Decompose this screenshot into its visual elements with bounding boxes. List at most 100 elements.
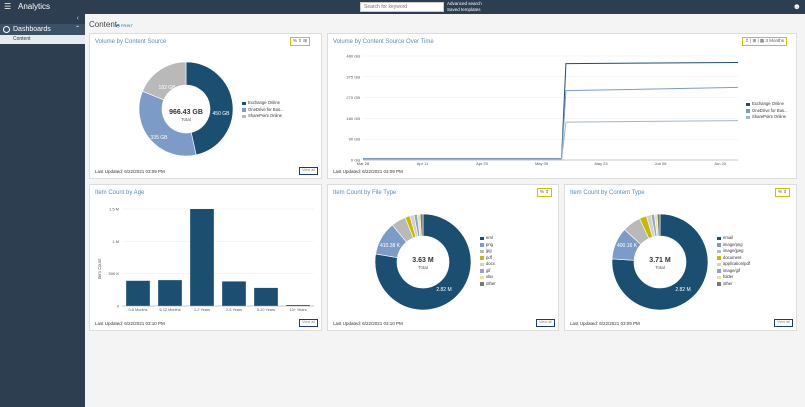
- legend-item[interactable]: gif: [480, 268, 496, 275]
- pie-total-value: 966.43 GB: [169, 109, 203, 116]
- legend-label: document: [723, 254, 742, 260]
- print-label: PRINT: [120, 23, 133, 28]
- legend-label: Exchange Online: [752, 101, 784, 106]
- last-updated: Last Updated: 6/22/2021 03:10 PM: [333, 321, 403, 326]
- chevron-up-icon: ⌃: [74, 26, 80, 32]
- legend-item[interactable]: xlsx: [480, 274, 496, 281]
- chart-tools[interactable]: % ⇕: [537, 188, 553, 197]
- x-tick-label: 1-2 Years: [194, 308, 210, 312]
- saved-templates-link[interactable]: Saved templates: [447, 7, 481, 12]
- chart-tools[interactable]: ⇕ | ⊞ | ▦ 3 Months: [742, 37, 787, 46]
- legend-swatch: [717, 249, 721, 253]
- legend-item[interactable]: image/png: [717, 242, 750, 249]
- legend-label: jpg: [486, 248, 492, 253]
- bar-5-10-years[interactable]: [254, 287, 278, 306]
- view-all-button[interactable]: View all: [536, 319, 555, 327]
- legend-swatch: [480, 249, 484, 253]
- pie-total-label: Total: [181, 117, 191, 122]
- view-all-button[interactable]: View all: [299, 167, 318, 175]
- x-tick-label: Mar 28: [357, 161, 370, 166]
- legend-item[interactable]: other: [480, 281, 496, 288]
- card-item-count-by-content-type: Item Count by Content Type % ⇕ 3.71 M To…: [564, 184, 797, 331]
- y-tick-label: 1.5 M: [109, 207, 119, 212]
- x-tick-label: May 23: [594, 161, 608, 166]
- legend-item[interactable]: jpg: [480, 248, 496, 255]
- header-links: Advanced search Saved templates: [447, 1, 482, 13]
- pie-slice-email[interactable]: [611, 213, 709, 311]
- view-all-button[interactable]: View all: [299, 319, 318, 327]
- bar-10-years[interactable]: [286, 305, 310, 306]
- legend-swatch: [480, 282, 484, 286]
- chart-tools[interactable]: % ⇕ ⊞: [290, 37, 311, 46]
- view-all-button[interactable]: View all: [774, 319, 793, 327]
- advanced-search-link[interactable]: Advanced search: [447, 1, 482, 6]
- legend-label: image/gif: [723, 267, 740, 273]
- legend-label: gif: [486, 267, 491, 273]
- legend-item[interactable]: OneDrive for Bus...: [242, 107, 284, 114]
- legend-label: pdf: [486, 254, 492, 260]
- search-input[interactable]: [360, 2, 444, 12]
- period-selector[interactable]: 3 Months: [765, 38, 784, 43]
- series-line-onedrive-for-bus-[interactable]: [363, 86, 739, 160]
- card-item-count-by-file-type: Item Count by File Type % ⇕ 3.63 M Total…: [327, 184, 559, 331]
- legend-item[interactable]: Exchange Online: [746, 101, 788, 108]
- legend-item[interactable]: image/gif: [717, 268, 750, 275]
- calendar-icon: ▦: [759, 38, 765, 43]
- bar-0-6-months[interactable]: [126, 280, 150, 306]
- legend-item[interactable]: OneDrive for Bus...: [746, 108, 788, 115]
- legend-item[interactable]: email: [717, 235, 750, 242]
- card-volume-by-source: Volume by Content Source % ⇕ ⊞ 966.43 GB…: [89, 33, 322, 179]
- sidebar-item-dashboards[interactable]: Dashboards ⌃: [0, 24, 85, 35]
- legend-item[interactable]: SharePoint Online: [242, 113, 284, 120]
- pie-slice-other[interactable]: [419, 213, 424, 237]
- user-icon[interactable]: ☻: [792, 2, 801, 11]
- legend-item[interactable]: Exchange Online: [242, 100, 284, 107]
- print-button[interactable]: 🖶 PRINT: [116, 23, 133, 28]
- legend-item[interactable]: folder: [717, 274, 750, 281]
- legend-file-type: eml png jpg pdf docx gif xlsx other: [480, 235, 496, 287]
- last-updated: Last Updated: 6/22/2021 03:09 PM: [570, 321, 640, 326]
- legend-item[interactable]: pdf: [480, 255, 496, 262]
- pie-volume-source: 966.43 GB Total 450 GB 335 GB 182 GB: [138, 61, 234, 157]
- menu-icon[interactable]: ☰: [4, 2, 12, 11]
- series-line-sharepoint-online[interactable]: [363, 120, 739, 161]
- pie-slice-onedrive-for-bus-[interactable]: [138, 90, 197, 157]
- legend-item[interactable]: eml: [480, 235, 496, 242]
- legend-label: OneDrive for Bus...: [248, 106, 284, 112]
- legend-item[interactable]: document: [717, 255, 750, 262]
- x-tick-label: Apr 11: [417, 161, 429, 166]
- x-tick-label: Jun 20: [714, 161, 727, 166]
- bar-2-5-years[interactable]: [222, 281, 246, 306]
- x-tick-label: 6-12 Months: [159, 308, 180, 312]
- pie-slice-exchange-online[interactable]: [185, 61, 234, 156]
- chart-tools[interactable]: % ⇕: [775, 188, 791, 197]
- chart-tool-icons: ⇕ | ⊞ |: [745, 38, 759, 43]
- legend-swatch: [480, 275, 484, 279]
- legend-swatch: [480, 269, 484, 273]
- legend-item[interactable]: image/jpeg: [717, 248, 750, 255]
- legend-item[interactable]: other: [717, 281, 750, 288]
- slice-label-0: 2.82 M: [675, 287, 690, 293]
- legend-item[interactable]: docx: [480, 261, 496, 268]
- sidebar-item-content[interactable]: Content: [0, 35, 85, 44]
- legend-label: image/png: [723, 241, 743, 247]
- pie-slice-eml[interactable]: [374, 213, 472, 311]
- y-tick-label: 480 GB: [346, 54, 360, 59]
- bar-1-2-years[interactable]: [190, 209, 214, 306]
- legend-item[interactable]: application/pdf: [717, 261, 750, 268]
- legend-item[interactable]: SharePoint Online: [746, 114, 788, 121]
- pie-slice-sharepoint-online[interactable]: [142, 61, 187, 101]
- pie-total-label: Total: [655, 265, 665, 270]
- legend-item[interactable]: png: [480, 242, 496, 249]
- y-tick-label: 500 K: [109, 271, 120, 276]
- collapse-sidebar-icon[interactable]: ‹: [76, 15, 79, 22]
- line-chart-volume-over-time: 0 GB 90 GB 180 GB 270 GB 375 GB 480 GB Mar 28 A…: [346, 54, 739, 166]
- card-title: Item Count by Age: [95, 190, 145, 196]
- pie-slice-other[interactable]: [656, 213, 661, 237]
- legend-label: SharePoint Online: [248, 113, 282, 118]
- slice-label-0: 2.82 M: [436, 287, 451, 293]
- y-tick-label: 0: [117, 304, 120, 309]
- y-tick-label: 180 GB: [346, 116, 360, 121]
- bar-6-12-months[interactable]: [158, 280, 182, 306]
- legend-swatch: [242, 114, 246, 118]
